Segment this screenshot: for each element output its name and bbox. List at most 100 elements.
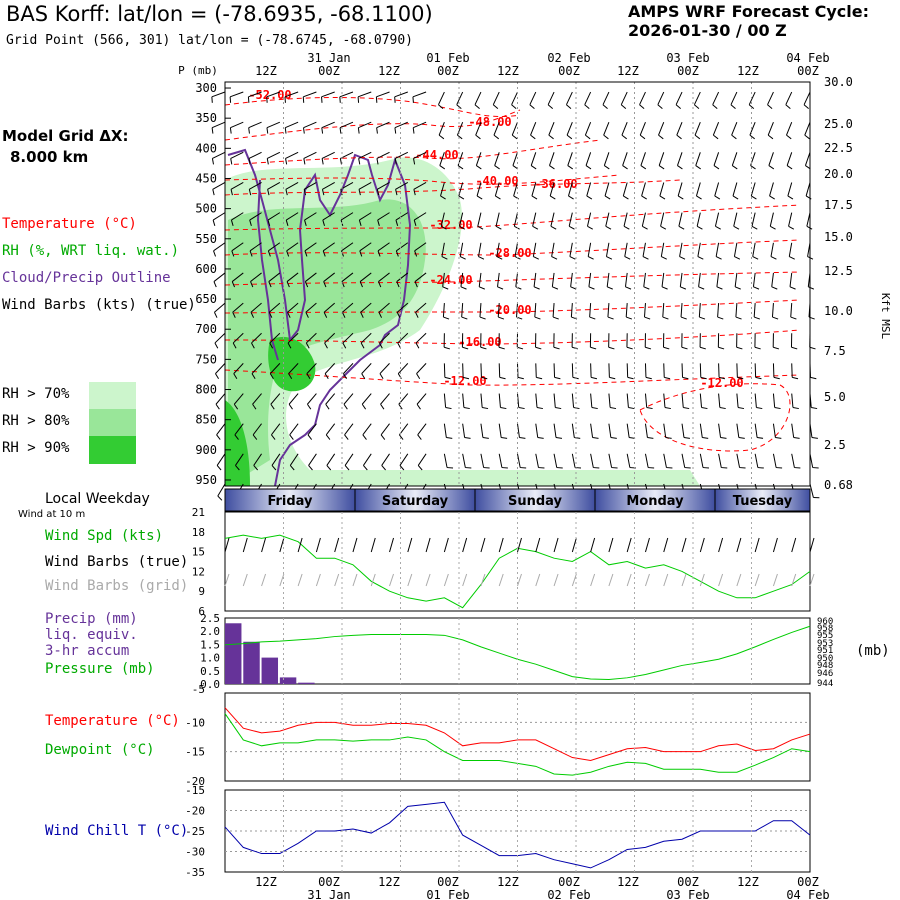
- wind-barb: [698, 272, 701, 287]
- wind-barb-flag: [532, 225, 539, 230]
- wind-barb-flag: [304, 219, 307, 226]
- wind-barb: [249, 242, 262, 252]
- wind-barb: [660, 242, 665, 257]
- pressure-unit-label: (mb): [856, 643, 890, 659]
- wind-barb: [551, 242, 555, 257]
- wind-barb: [304, 212, 317, 221]
- grid-wind-barb: [370, 573, 376, 587]
- grid-wind-barb: [480, 573, 486, 587]
- wind-barb-flag: [533, 286, 540, 290]
- wind-barb: [549, 152, 555, 166]
- wind-barb: [439, 152, 445, 166]
- wind-barb-flag: [547, 104, 554, 109]
- wind-barb-flag: [269, 342, 274, 349]
- wind-barb: [215, 363, 226, 374]
- wind-barb: [603, 152, 610, 166]
- wind-barb-flag: [267, 189, 270, 196]
- wind-barb-flag: [438, 104, 444, 109]
- wind-barb: [804, 152, 811, 166]
- wind-barb-flag: [230, 219, 234, 226]
- wind-barb: [754, 423, 758, 438]
- wind-barb-flag: [530, 134, 536, 140]
- wind-barb-flag: [810, 376, 817, 380]
- wind-barb: [303, 151, 317, 159]
- surface-wind-barb: [681, 537, 687, 553]
- wind-barb: [717, 303, 720, 318]
- wind-barb-flag: [459, 225, 466, 230]
- wind-barb-flag: [553, 346, 560, 350]
- legend-precip-liq: liq. equiv.: [45, 627, 138, 643]
- top-hour-label: 00Z: [558, 64, 580, 78]
- wind-barb-flag: [566, 104, 572, 109]
- wind-barb: [217, 483, 226, 497]
- pressure-tick-label: 350: [195, 111, 217, 125]
- wind-tick-label: 12: [192, 565, 205, 578]
- wind-barb: [267, 182, 281, 190]
- surface-wind-barb: [644, 537, 650, 553]
- wind-barb-flag: [414, 250, 418, 257]
- bottom-hour-label: 00Z: [437, 875, 459, 889]
- wind-barb-flag: [289, 434, 294, 440]
- wind-barb: [695, 152, 701, 166]
- wind-barb-flag: [412, 127, 415, 134]
- wind-barb: [339, 121, 354, 129]
- wind-barb: [215, 393, 226, 405]
- wind-barb-flag: [249, 250, 253, 257]
- surface-wind-barb: [754, 537, 760, 553]
- kft-tick-label: 30.0: [824, 75, 853, 89]
- wind-barb-flag: [212, 219, 216, 226]
- wind-barb-flag: [608, 346, 615, 350]
- weekday-label: Tuesday: [733, 494, 793, 509]
- wind-barb-flag: [714, 195, 721, 200]
- forecast-cycle-value: 2026-01-30 / 00 Z: [628, 21, 787, 40]
- wind-barb-flag: [233, 403, 239, 410]
- kft-tick-label: 7.5: [824, 344, 846, 358]
- wind-barb-flag: [591, 406, 598, 410]
- wind-barb-flag: [609, 376, 616, 380]
- wind-barb-flag: [307, 434, 313, 440]
- wind-barb: [377, 212, 390, 221]
- wind-barb-flag: [786, 134, 792, 140]
- wind-barb: [772, 423, 776, 438]
- wind-barb: [570, 272, 573, 287]
- surface-wind-barb: [736, 537, 742, 553]
- wind-barb: [677, 182, 683, 197]
- surface-wind-barb: [718, 537, 724, 553]
- precip-bar: [279, 677, 297, 684]
- wind-barb-flag: [694, 104, 700, 109]
- wind-barb-flag: [497, 286, 504, 290]
- wind-barb-flag: [715, 225, 721, 230]
- wind-barb-flag: [463, 376, 470, 380]
- wind-barb: [266, 121, 281, 129]
- wind-barb: [288, 393, 299, 405]
- wind-barb-flag: [519, 437, 526, 439]
- wind-barb-flag: [719, 406, 726, 410]
- wind-barb-flag: [515, 286, 522, 290]
- wind-barb-flag: [413, 189, 416, 196]
- wind-barb-flag: [713, 134, 719, 140]
- wind-barb: [412, 91, 427, 98]
- grid-wind-barb: [626, 573, 632, 587]
- wind-barb-flag: [480, 346, 487, 350]
- wind-barb: [307, 423, 317, 436]
- temperature-contour: [224, 179, 681, 196]
- wind-barb: [730, 91, 738, 105]
- wind-barb-flag: [588, 286, 595, 290]
- wind-barb: [284, 91, 299, 98]
- wind-barb-flag: [549, 195, 556, 200]
- wind-barb-flag: [694, 134, 701, 140]
- surface-wind-barb: [407, 537, 413, 553]
- kft-tick-label: 25.0: [824, 117, 853, 131]
- wind-barb: [440, 182, 445, 197]
- wind-barb: [414, 272, 427, 282]
- temperature-contour: [224, 369, 801, 386]
- temperature-tick-label: -15: [185, 746, 205, 759]
- pressure-tick-label: 750: [195, 352, 217, 366]
- wind-barb: [626, 453, 631, 468]
- wind-barb-flag: [806, 225, 813, 230]
- temperature-contour-label: -36.00: [534, 177, 577, 191]
- grid-wind-barb: [498, 573, 504, 587]
- pressure-tick-label: 850: [195, 413, 217, 427]
- wind-barb-flag: [695, 165, 701, 170]
- top-date-label: 31 Jan: [307, 51, 350, 65]
